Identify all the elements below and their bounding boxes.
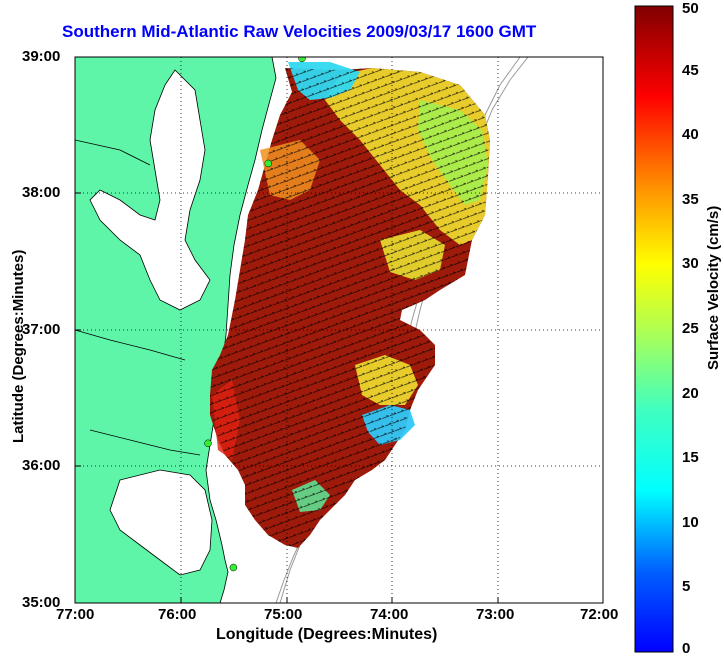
velocity-vectors [210,68,490,548]
radar-station-marker [204,439,212,448]
x-tick-label: 73:00 [476,606,515,623]
x-tick-label: 76:00 [158,606,197,623]
x-axis-label: Longitude (Degrees:Minutes) [216,626,438,643]
colorbar-tick-label: 45 [682,61,699,79]
radar-station-marker [264,159,272,168]
river-estuary [75,139,201,456]
colorbar-tick-label: 5 [682,578,691,596]
chesapeake-bay [89,69,211,311]
colorbar-tick-label: 30 [682,255,699,273]
colorbar-tick-label: 10 [682,513,699,531]
colorbar [634,5,674,653]
colorbar-tick-label: 15 [682,449,699,467]
colorbar-label: Surface Velocity (cm/s) [705,205,722,370]
colorbar-tick-label: 35 [682,190,699,208]
y-axis-label: Latitude (Degrees:Minutes) [10,249,27,443]
x-tick-label: 74:00 [370,606,409,623]
pamlico-sound [109,469,213,576]
radar-station-marker [298,57,306,63]
colorbar-tick-label: 50 [682,0,699,17]
colorbar-tick-label: 25 [682,320,699,337]
y-tick-label: 35:00 [22,594,61,611]
y-tick-label: 36:00 [22,457,61,474]
y-tick-label: 38:00 [22,184,61,201]
grid-lines [75,57,603,603]
y-tick-label: 37:00 [22,321,61,338]
tick-marks [75,192,499,603]
radar-stations [204,57,306,572]
y-tick-label: 39:00 [22,48,61,65]
x-tick-label: 75:00 [264,606,303,623]
colorbar-tick-label: 20 [682,384,699,402]
page-title: Southern Mid-Atlantic Raw Velocities 200… [62,22,537,41]
x-tick-label: 77:00 [56,606,95,623]
x-tick-label: 72:00 [580,606,619,623]
colorbar-tick-label: 0 [682,640,691,657]
colorbar-tick-label: 40 [682,126,699,144]
radar-station-marker [229,563,238,572]
